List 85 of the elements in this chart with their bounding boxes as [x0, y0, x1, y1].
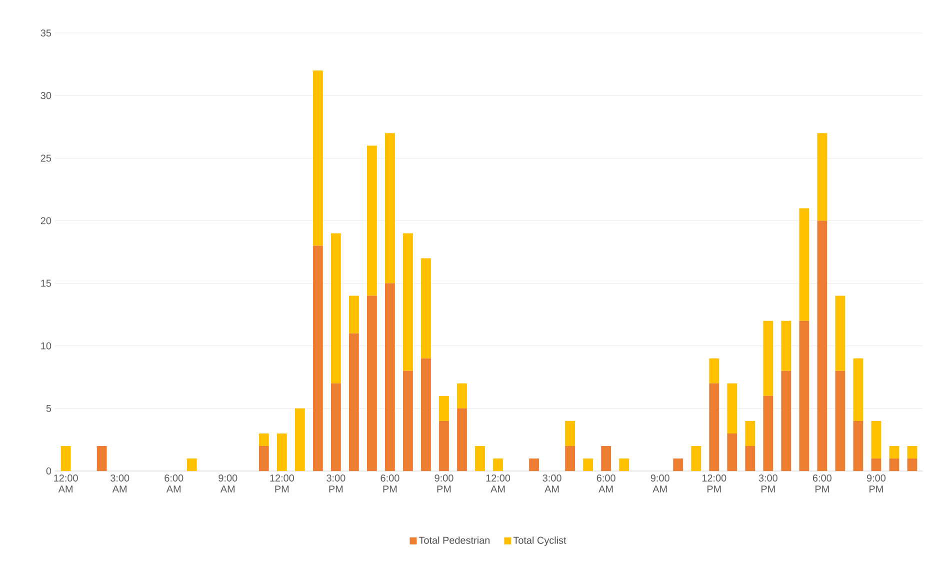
bar — [799, 320, 810, 471]
bar — [583, 458, 594, 471]
bar — [385, 283, 395, 471]
bar — [330, 233, 341, 384]
bar — [348, 333, 359, 471]
bar — [889, 446, 900, 458]
x-tick-label: 9:00 AM — [650, 474, 670, 492]
bar — [457, 383, 467, 408]
y-tick-label: 20 — [40, 217, 52, 224]
bar — [889, 458, 900, 471]
bar — [673, 458, 684, 471]
bar — [439, 420, 449, 471]
bar — [907, 446, 918, 458]
x-tick-label: 12:00 PM — [702, 474, 726, 492]
x-tick-label: 9:00 AM — [218, 474, 238, 492]
bar — [835, 296, 846, 371]
bar — [186, 458, 197, 471]
legend-label: Total Cyclist — [513, 536, 566, 546]
bar — [403, 233, 413, 371]
bar — [799, 208, 810, 321]
x-tick-label: 3:00 AM — [542, 474, 562, 492]
x-tick-label: 9:00 PM — [434, 474, 454, 492]
bar — [330, 383, 341, 471]
bar — [871, 420, 882, 458]
y-tick-label: 5 — [46, 404, 52, 412]
bar — [709, 383, 720, 471]
bar — [439, 396, 449, 421]
y-tick-label: 30 — [40, 92, 52, 100]
bar — [294, 408, 305, 471]
bar — [367, 146, 377, 296]
bar — [276, 433, 287, 471]
bar — [475, 446, 485, 471]
bar — [96, 446, 107, 471]
bar — [348, 296, 359, 334]
bar — [312, 70, 323, 246]
y-tick-label: 25 — [40, 154, 52, 162]
x-tick-label: 3:00 PM — [758, 474, 778, 492]
bar — [403, 370, 413, 471]
y-tick-label: 10 — [41, 342, 52, 350]
x-tick-label: 3:00 PM — [326, 474, 346, 492]
x-tick-label: 9:00 PM — [866, 474, 886, 492]
x-tick-label: 6:00 AM — [596, 474, 616, 492]
x-tick-label: 6:00 AM — [164, 474, 184, 492]
bar — [385, 133, 395, 284]
bar — [835, 370, 846, 471]
bar — [781, 370, 792, 471]
bar — [619, 458, 630, 471]
bar — [709, 358, 720, 384]
bar — [763, 396, 774, 471]
x-tick-label: 12:00 AM — [486, 474, 510, 492]
x-tick-label: 3:00 AM — [110, 474, 130, 492]
bar — [853, 358, 864, 421]
bar — [763, 320, 774, 396]
bar — [367, 296, 377, 471]
bar — [745, 420, 756, 446]
bar — [691, 446, 702, 471]
bar — [258, 446, 269, 471]
bar — [421, 358, 431, 471]
bar — [907, 458, 918, 471]
bar — [421, 258, 431, 358]
bar — [601, 446, 612, 471]
bar — [871, 458, 882, 471]
x-tick-label: 12:00 AM — [54, 474, 78, 492]
bar — [817, 133, 828, 221]
bar — [745, 446, 756, 471]
bar — [457, 408, 467, 471]
bar — [565, 420, 575, 446]
bar — [312, 246, 323, 471]
bar — [727, 383, 738, 434]
y-tick-label: 35 — [40, 29, 52, 37]
bar — [565, 446, 575, 471]
x-tick-label: 6:00 PM — [380, 474, 400, 492]
bar — [258, 433, 269, 446]
bar — [493, 458, 503, 471]
bar — [529, 458, 539, 471]
x-tick-label: 12:00 PM — [270, 474, 294, 492]
bar — [727, 433, 738, 471]
bar — [853, 420, 864, 471]
bar — [60, 446, 71, 471]
y-tick-label: 15 — [41, 280, 52, 287]
bar — [781, 320, 792, 371]
bar — [817, 220, 828, 471]
legend-label: Total Pedestrian — [418, 536, 490, 544]
y-tick-label: 0 — [46, 467, 52, 475]
x-tick-label: 6:00 PM — [812, 474, 832, 492]
